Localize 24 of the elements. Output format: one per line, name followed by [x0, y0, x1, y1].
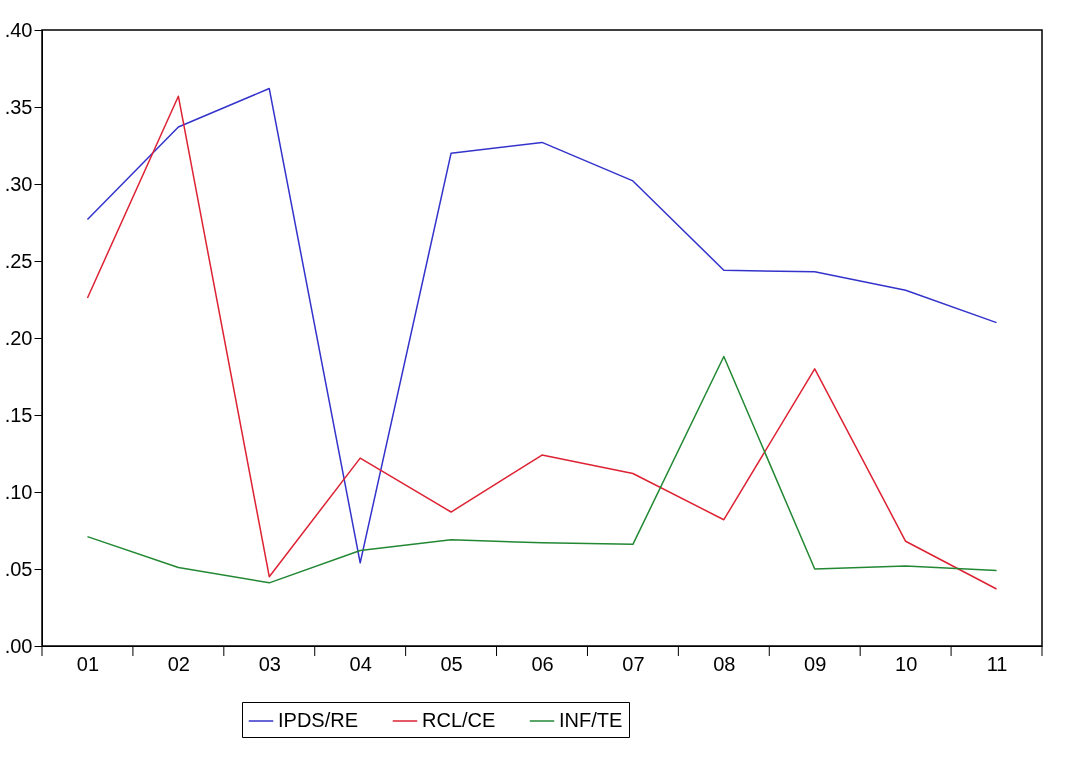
y-tick-label: .35: [4, 95, 33, 118]
y-tick-label: .20: [4, 326, 33, 349]
x-tick-label: 07: [622, 652, 645, 675]
y-tick-label: .05: [4, 557, 33, 580]
y-tick-label: .10: [4, 480, 33, 503]
x-tick-label: 05: [440, 652, 463, 675]
y-tick-label: .15: [4, 403, 33, 426]
x-tick-label: 04: [349, 652, 372, 675]
line-series: [86, 355, 998, 584]
x-tick-label: 09: [804, 652, 827, 675]
legend-label: INF/TE: [559, 709, 623, 731]
x-tick-label: 03: [258, 652, 281, 675]
y-tick-label: .00: [4, 634, 33, 657]
y-tick-label: .30: [4, 172, 33, 195]
legend-label: IPDS/RE: [278, 709, 359, 731]
y-tick-label: .25: [4, 249, 33, 272]
x-tick-label: 02: [167, 652, 190, 675]
x-tick-label: 06: [531, 652, 554, 675]
x-tick-label: 10: [895, 652, 918, 675]
legend-label: RCL/CE: [422, 709, 496, 731]
x-tick-label: 08: [713, 652, 736, 675]
y-tick-label: .40: [4, 18, 33, 41]
x-tick-label: 01: [76, 652, 100, 675]
x-tick-label: 11: [986, 652, 1008, 675]
